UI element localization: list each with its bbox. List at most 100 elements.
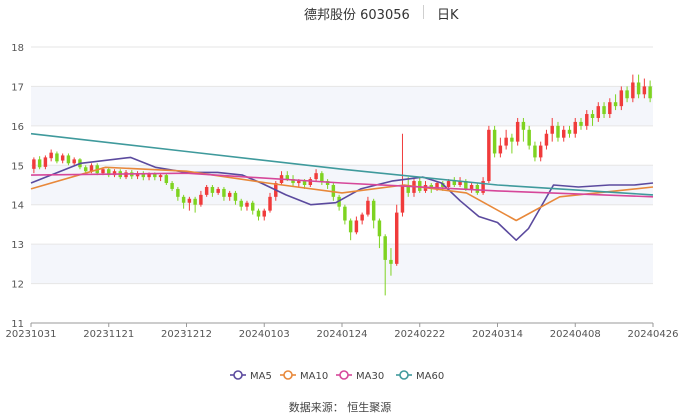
legend[interactable]: MA5 MA10 MA30 MA60 — [230, 370, 444, 382]
candle-body — [515, 121, 520, 142]
candle-body — [394, 212, 399, 264]
candle-body — [291, 179, 295, 184]
candle-body — [101, 169, 105, 174]
title-separator — [423, 5, 424, 19]
candle-body — [452, 181, 457, 185]
candle-body — [487, 129, 491, 182]
candle-body — [642, 86, 647, 95]
candle-body — [371, 200, 376, 221]
x-tick-label: 20231212 — [161, 329, 212, 340]
candle-body — [164, 175, 169, 184]
legend-label: MA5 — [250, 371, 272, 382]
x-tick-label: 20240222 — [394, 329, 445, 340]
candle-body — [458, 181, 462, 185]
candle-body — [158, 175, 163, 178]
candle-body — [492, 129, 497, 154]
candle-body — [608, 102, 612, 115]
y-axis-ticks: 11 12 13 14 15 16 17 18 — [11, 43, 24, 330]
candle-body — [32, 159, 36, 169]
candle-body — [556, 125, 560, 138]
legend-item-ma5[interactable]: MA5 — [230, 370, 272, 382]
legend-item-ma60[interactable]: MA60 — [396, 370, 444, 382]
candle-body — [527, 129, 531, 146]
candle-body — [245, 202, 249, 207]
candle-body — [147, 173, 151, 178]
candle-body — [325, 181, 330, 185]
legend-label: MA10 — [300, 371, 328, 382]
candle-body — [475, 185, 480, 193]
candle-body — [360, 214, 364, 221]
candle-body — [314, 173, 318, 180]
candle-body — [464, 181, 468, 189]
y-tick-label: 11 — [11, 319, 24, 330]
legend-item-ma10[interactable]: MA10 — [280, 370, 328, 382]
candle-body — [135, 173, 140, 177]
legend-label: MA60 — [416, 371, 444, 382]
legend-marker — [233, 370, 243, 380]
candle-body — [521, 121, 526, 130]
candle-body — [354, 220, 359, 233]
candle-body — [210, 186, 215, 193]
candle-body — [469, 185, 474, 189]
candle-body — [348, 220, 353, 233]
y-tick-label: 17 — [11, 82, 24, 93]
candle-body — [233, 192, 238, 201]
candle-body — [204, 186, 209, 195]
candle-body — [481, 181, 485, 193]
candle-body — [538, 145, 543, 158]
y-tick-label: 15 — [11, 161, 24, 172]
candle-body — [331, 185, 336, 197]
candle-body — [562, 129, 566, 138]
ma-line-ma5 — [30, 156, 654, 241]
y-tick-label: 16 — [11, 122, 24, 133]
plot-band — [31, 244, 653, 284]
candle-body — [504, 137, 508, 146]
candle-body — [550, 125, 554, 134]
candle-body — [510, 137, 514, 142]
stock-title: 德邦股份 603056 — [304, 8, 410, 23]
candle-body — [366, 200, 370, 215]
candle-body — [406, 185, 410, 193]
plot-band — [31, 86, 653, 126]
candle-body — [199, 194, 203, 205]
candle-body — [544, 133, 549, 146]
candle-body — [43, 157, 48, 167]
candle-body — [498, 145, 503, 154]
candle-body — [170, 183, 174, 189]
candle-body — [585, 114, 589, 126]
x-axis-ticks: 20231031 20231121 20231212 20240103 20240124… — [6, 322, 678, 340]
plot-band — [31, 165, 653, 205]
candle-body — [251, 202, 255, 211]
candle-body — [181, 196, 186, 203]
candle-body — [320, 173, 324, 182]
chart-title-row: 德邦股份 603056 日K — [0, 4, 680, 24]
candle-body — [227, 192, 232, 197]
candle-body — [222, 188, 226, 197]
legend-marker — [339, 370, 349, 380]
candle-body — [176, 188, 180, 197]
candle-body — [239, 200, 243, 207]
candle-body — [153, 173, 157, 178]
candle-body — [141, 173, 146, 178]
y-tick-label: 18 — [11, 43, 24, 54]
candle-body — [297, 181, 301, 184]
x-tick-label: 20240103 — [239, 329, 290, 340]
legend-marker — [399, 370, 409, 380]
candle-body — [418, 181, 422, 191]
y-tick-label: 13 — [11, 240, 24, 251]
candle-body — [302, 181, 307, 185]
legend-item-ma30[interactable]: MA30 — [336, 370, 384, 382]
candle-body — [446, 181, 451, 187]
candle-body — [107, 169, 111, 176]
y-tick-label: 14 — [11, 201, 24, 212]
candle-body — [631, 82, 635, 99]
candle-body — [435, 183, 439, 189]
candle-body — [268, 196, 272, 211]
moving-average-lines — [30, 132, 654, 241]
x-tick-label: 20240314 — [472, 329, 523, 340]
candle-body — [187, 198, 192, 203]
x-tick-label: 20240408 — [550, 329, 601, 340]
candle-body — [596, 106, 601, 118]
candle-body — [602, 106, 606, 115]
candle-body — [567, 129, 572, 134]
